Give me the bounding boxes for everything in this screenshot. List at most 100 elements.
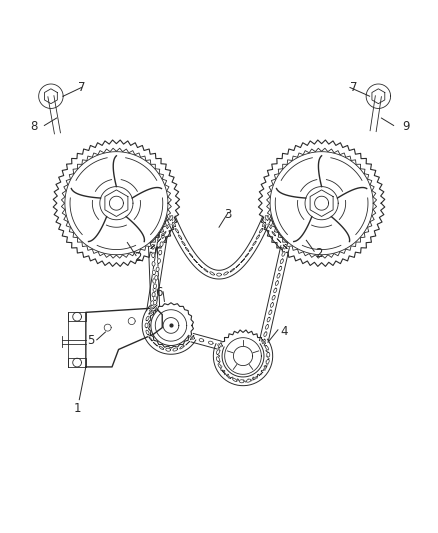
Polygon shape (230, 269, 234, 272)
Polygon shape (189, 253, 193, 257)
Polygon shape (265, 345, 268, 350)
Polygon shape (156, 267, 159, 272)
Polygon shape (199, 338, 204, 342)
Polygon shape (166, 224, 170, 228)
Polygon shape (267, 317, 270, 322)
Polygon shape (216, 350, 219, 354)
Polygon shape (190, 336, 194, 340)
Polygon shape (246, 379, 251, 382)
Text: 3: 3 (224, 208, 231, 221)
Polygon shape (280, 259, 283, 264)
Polygon shape (149, 309, 152, 314)
Polygon shape (151, 244, 155, 249)
Polygon shape (216, 357, 219, 361)
Polygon shape (272, 231, 276, 236)
Polygon shape (224, 272, 228, 275)
Polygon shape (152, 262, 155, 266)
Polygon shape (240, 379, 244, 383)
Polygon shape (173, 348, 177, 351)
Polygon shape (153, 296, 156, 301)
Polygon shape (160, 242, 163, 247)
Polygon shape (157, 259, 160, 263)
Polygon shape (157, 239, 161, 243)
Polygon shape (283, 244, 287, 249)
Polygon shape (149, 310, 152, 314)
Polygon shape (146, 316, 149, 321)
Text: 9: 9 (403, 120, 410, 133)
Polygon shape (153, 342, 157, 346)
Text: 7: 7 (350, 81, 357, 94)
Polygon shape (146, 330, 149, 335)
Polygon shape (153, 284, 156, 288)
Text: 6: 6 (155, 286, 162, 299)
Polygon shape (185, 247, 189, 252)
Polygon shape (263, 366, 267, 370)
Polygon shape (277, 273, 280, 278)
Polygon shape (262, 339, 265, 344)
Polygon shape (172, 222, 176, 227)
Polygon shape (264, 332, 267, 336)
Polygon shape (262, 340, 265, 344)
Polygon shape (159, 346, 163, 350)
Polygon shape (218, 364, 222, 368)
Polygon shape (151, 245, 155, 248)
Polygon shape (253, 376, 258, 380)
Polygon shape (151, 301, 154, 305)
Polygon shape (265, 325, 268, 329)
Polygon shape (222, 370, 225, 374)
Polygon shape (208, 341, 213, 344)
Polygon shape (233, 378, 237, 382)
Polygon shape (236, 264, 240, 268)
Polygon shape (272, 295, 275, 300)
Polygon shape (170, 215, 173, 220)
Text: 2: 2 (315, 247, 322, 260)
Polygon shape (153, 279, 156, 284)
Text: 2: 2 (134, 251, 141, 264)
Polygon shape (266, 359, 269, 364)
Polygon shape (154, 304, 157, 309)
Polygon shape (175, 229, 179, 233)
Polygon shape (256, 235, 260, 239)
Polygon shape (262, 222, 266, 227)
Polygon shape (274, 288, 277, 293)
Polygon shape (269, 310, 272, 314)
Polygon shape (276, 281, 279, 286)
Polygon shape (153, 287, 156, 292)
Polygon shape (283, 245, 287, 248)
Polygon shape (159, 250, 162, 255)
Polygon shape (267, 352, 270, 357)
Polygon shape (170, 215, 173, 220)
Polygon shape (152, 292, 155, 297)
Text: 4: 4 (280, 326, 288, 338)
Polygon shape (270, 303, 274, 308)
Polygon shape (155, 276, 158, 280)
Polygon shape (245, 253, 249, 257)
Polygon shape (180, 345, 184, 349)
Polygon shape (218, 344, 223, 347)
Polygon shape (194, 259, 198, 263)
Text: 1: 1 (73, 402, 81, 415)
Polygon shape (182, 241, 185, 246)
Polygon shape (166, 348, 170, 351)
Text: 8: 8 (30, 120, 38, 133)
Polygon shape (241, 259, 244, 263)
Polygon shape (268, 224, 272, 228)
Polygon shape (259, 372, 263, 376)
Polygon shape (178, 235, 182, 239)
Polygon shape (253, 241, 256, 246)
Polygon shape (145, 323, 148, 328)
Polygon shape (153, 305, 157, 309)
Polygon shape (161, 233, 165, 238)
Polygon shape (162, 231, 166, 236)
Polygon shape (259, 229, 263, 233)
Polygon shape (198, 264, 202, 268)
Polygon shape (152, 253, 155, 257)
Text: 7: 7 (78, 81, 86, 94)
Polygon shape (277, 239, 281, 243)
Text: 5: 5 (87, 334, 95, 347)
Polygon shape (282, 252, 285, 256)
Polygon shape (265, 216, 268, 220)
Polygon shape (186, 341, 190, 345)
Polygon shape (152, 270, 155, 275)
Polygon shape (210, 272, 214, 275)
